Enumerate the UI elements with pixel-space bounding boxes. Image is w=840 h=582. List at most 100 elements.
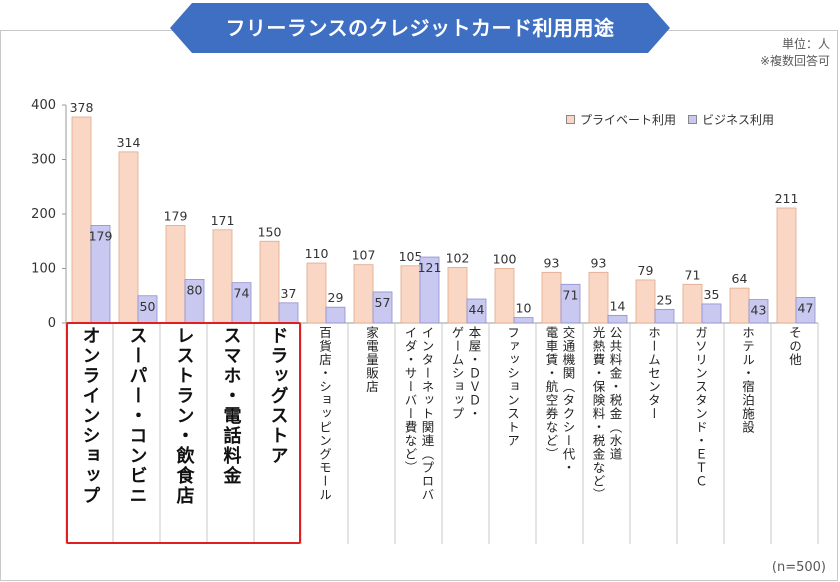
bar-private bbox=[447, 267, 468, 324]
x-category-text: ガソリンスタンド・ＥＴＣ bbox=[693, 326, 708, 488]
x-category-label: ガソリンスタンド・ＥＴＣ bbox=[677, 326, 724, 546]
x-category-label: 家電量販店 bbox=[348, 326, 395, 546]
value-label-business: 29 bbox=[328, 290, 344, 305]
x-category-text: 百貨店・ショッピングモール bbox=[317, 326, 332, 502]
value-label-private: 102 bbox=[446, 250, 470, 265]
value-label-business: 44 bbox=[469, 302, 485, 317]
x-category-text: その他 bbox=[787, 326, 802, 367]
bar-private bbox=[588, 271, 609, 324]
x-category-label: 本屋・ＤＶＤ・ ゲームショップ bbox=[442, 326, 489, 546]
x-category-text: インターネット関連（プロバ イダ・サーバー費など） bbox=[402, 326, 435, 502]
bar-business bbox=[466, 298, 487, 324]
bar-business bbox=[560, 283, 581, 324]
x-category-text: スマホ・電話料金 bbox=[220, 326, 242, 486]
bar-business bbox=[372, 291, 393, 324]
value-label-business: 57 bbox=[375, 295, 391, 310]
y-tick-label: 400 bbox=[31, 98, 56, 113]
value-label-private: 110 bbox=[305, 246, 329, 261]
value-label-business: 47 bbox=[798, 300, 814, 315]
legend-swatch-private bbox=[566, 115, 575, 124]
bar-private bbox=[353, 264, 374, 324]
value-label-private: 378 bbox=[70, 100, 94, 115]
x-category-label: 交通機関（タクシー代・ 電車賃・航空券など） bbox=[536, 326, 583, 546]
x-category-text: ホームセンター bbox=[646, 326, 661, 421]
x-category-text: スーパー・コンビニ bbox=[126, 326, 148, 506]
value-label-private: 71 bbox=[685, 267, 701, 282]
bar-business bbox=[701, 303, 722, 324]
value-label-private: 150 bbox=[258, 224, 282, 239]
x-category-text: ファッションストア bbox=[505, 326, 520, 448]
bar-business bbox=[607, 314, 628, 324]
x-category-text: 家電量販店 bbox=[364, 326, 379, 394]
banner-shape bbox=[170, 3, 670, 53]
x-category-label: ホテル・宿泊施設 bbox=[724, 326, 771, 546]
x-category-text: ドラッグストア bbox=[267, 326, 289, 466]
x-category-text: 本屋・ＤＶＤ・ ゲームショップ bbox=[449, 326, 482, 421]
top5-highlight-box bbox=[66, 322, 301, 544]
y-tick-label: 100 bbox=[31, 262, 56, 277]
x-category-text: ホテル・宿泊施設 bbox=[740, 326, 755, 434]
x-category-text: レストラン・飲食店 bbox=[173, 326, 195, 506]
bar-business bbox=[654, 308, 675, 324]
bar-private bbox=[729, 287, 750, 324]
x-category-label: レストラン・飲食店 bbox=[160, 326, 207, 546]
x-category-label: 百貨店・ショッピングモール bbox=[301, 326, 348, 546]
value-label-private: 64 bbox=[732, 271, 748, 286]
multiple-answers-note: ※複数回答可 bbox=[759, 54, 830, 68]
y-tick-label: 0 bbox=[48, 316, 56, 331]
bar-business bbox=[419, 256, 440, 324]
value-label-business: 37 bbox=[281, 286, 297, 301]
bar-private bbox=[776, 207, 797, 324]
unit-label: 単位：人 bbox=[781, 37, 830, 51]
value-label-business: 74 bbox=[234, 286, 250, 301]
bar-private bbox=[118, 151, 139, 324]
chart-title: フリーランスのクレジットカード利用用途 bbox=[225, 16, 615, 40]
value-label-private: 93 bbox=[591, 255, 607, 270]
value-label-private: 211 bbox=[775, 191, 799, 206]
value-label-private: 107 bbox=[352, 248, 376, 263]
value-label-business: 71 bbox=[563, 287, 579, 302]
unit-note: 単位：人 ※複数回答可 bbox=[760, 36, 830, 70]
bar-business bbox=[513, 317, 534, 324]
x-category-text: 公共料金・税金（水道 光熱費・保険料・税金など） bbox=[590, 326, 623, 502]
value-label-private: 79 bbox=[638, 263, 654, 278]
value-label-business: 179 bbox=[89, 228, 113, 243]
legend-label-business: ビジネス利用 bbox=[702, 113, 775, 127]
value-label-private: 171 bbox=[211, 213, 235, 228]
x-category-label: ドラッグストア bbox=[254, 326, 301, 546]
value-label-business: 25 bbox=[657, 292, 673, 307]
value-label-private: 100 bbox=[493, 252, 517, 267]
x-category-label: インターネット関連（プロバ イダ・サーバー費など） bbox=[395, 326, 442, 546]
sample-size-note: (n=500) bbox=[771, 560, 826, 575]
legend-item-private: プライベート利用 bbox=[566, 111, 676, 128]
value-label-private: 179 bbox=[164, 208, 188, 223]
bar-private bbox=[259, 240, 280, 324]
y-tick-label: 300 bbox=[31, 153, 56, 168]
x-category-text: オンラインショップ bbox=[79, 326, 101, 506]
value-label-private: 314 bbox=[117, 135, 141, 150]
title-banner: フリーランスのクレジットカード利用用途 bbox=[170, 3, 670, 53]
value-label-business: 35 bbox=[704, 287, 720, 302]
value-label-business: 14 bbox=[610, 298, 626, 313]
x-category-label: その他 bbox=[771, 326, 818, 546]
bar-private bbox=[212, 229, 233, 324]
value-label-business: 43 bbox=[751, 303, 767, 318]
bar-private bbox=[71, 116, 92, 324]
bar-private bbox=[165, 225, 186, 324]
bar-private bbox=[635, 279, 656, 324]
bar-business bbox=[278, 302, 299, 324]
legend-item-business: ビジネス利用 bbox=[688, 111, 774, 128]
legend: プライベート利用 ビジネス利用 bbox=[566, 111, 774, 128]
legend-swatch-business bbox=[688, 115, 698, 124]
x-category-text: 交通機関（タクシー代・ 電車賃・航空券など） bbox=[543, 326, 576, 475]
value-label-private: 105 bbox=[399, 249, 423, 264]
x-category-label: 公共料金・税金（水道 光熱費・保険料・税金など） bbox=[583, 326, 630, 546]
value-label-private: 93 bbox=[544, 255, 560, 270]
x-category-label: ファッションストア bbox=[489, 326, 536, 546]
bar-business bbox=[748, 299, 769, 324]
value-label-business: 50 bbox=[140, 299, 156, 314]
value-label-business: 10 bbox=[516, 301, 532, 316]
bar-private bbox=[682, 283, 703, 324]
bar-business bbox=[325, 306, 346, 324]
